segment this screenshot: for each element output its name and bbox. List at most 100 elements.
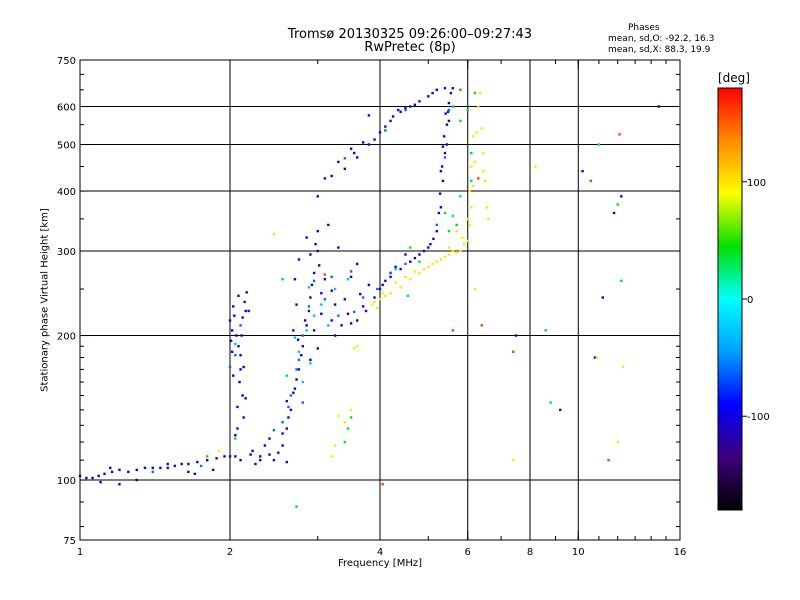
data-point (205, 455, 209, 458)
data-point (404, 253, 407, 256)
data-point (470, 179, 473, 183)
data-point (297, 358, 301, 362)
data-point (312, 329, 316, 332)
x-tick-label: 2 (227, 547, 233, 558)
data-point (422, 267, 426, 271)
data-point (378, 131, 382, 134)
y-tick-label: 500 (57, 141, 76, 152)
data-point (435, 260, 438, 263)
data-point (245, 291, 248, 294)
data-point (234, 353, 237, 357)
data-point (230, 329, 234, 332)
data-point (413, 270, 417, 273)
data-point (337, 414, 340, 418)
data-point (228, 455, 232, 458)
data-point (301, 380, 305, 384)
data-point (333, 287, 337, 291)
data-point (317, 264, 321, 267)
data-point (418, 271, 421, 275)
data-point (597, 143, 601, 146)
data-point (473, 160, 477, 164)
data-point (455, 229, 458, 233)
data-point (316, 229, 319, 233)
data-point (358, 292, 362, 296)
data-point (477, 177, 480, 180)
data-point (468, 223, 471, 227)
data-point (451, 249, 455, 253)
data-point (389, 271, 392, 275)
data-point (459, 88, 462, 92)
data-point (323, 298, 327, 301)
data-point (180, 462, 183, 466)
data-point (471, 184, 475, 188)
data-point (330, 275, 333, 279)
data-point (409, 105, 412, 108)
data-point (601, 296, 605, 299)
data-point (404, 108, 407, 112)
data-point (316, 347, 319, 350)
data-point (151, 466, 155, 470)
data-point (305, 329, 308, 332)
data-point (234, 433, 237, 437)
data-point (235, 334, 238, 337)
data-point (389, 275, 392, 279)
data-point (480, 324, 483, 327)
data-point (173, 464, 177, 468)
data-point (618, 133, 621, 136)
data-point (389, 292, 392, 295)
data-point (296, 338, 300, 341)
data-point (343, 157, 347, 160)
data-point (234, 455, 237, 458)
data-point (337, 314, 340, 317)
colorbar (717, 87, 743, 511)
data-point (422, 249, 426, 253)
data-point (471, 135, 475, 138)
data-point (285, 399, 288, 403)
data-point (281, 444, 284, 447)
data-point (109, 466, 112, 470)
data-point (243, 300, 246, 304)
data-point (442, 135, 446, 138)
data-point (346, 278, 350, 281)
data-point (482, 169, 485, 173)
data-point (309, 362, 312, 365)
data-point (285, 460, 288, 464)
data-point (376, 287, 379, 291)
data-point (232, 305, 235, 308)
data-point (389, 119, 392, 123)
data-point (581, 169, 584, 173)
data-point (228, 365, 232, 369)
data-point (361, 141, 365, 144)
data-point (346, 312, 350, 315)
data-point (234, 437, 237, 440)
data-point (470, 151, 473, 155)
data-point (232, 374, 235, 377)
data-point (211, 468, 215, 472)
data-point (427, 265, 430, 269)
data-point (447, 101, 451, 105)
data-point (487, 217, 490, 221)
data-point (418, 100, 421, 103)
data-point (99, 480, 102, 484)
data-point (404, 262, 407, 266)
data-point (459, 195, 462, 198)
data-point (305, 324, 308, 327)
data-point (406, 294, 410, 297)
data-point (399, 267, 402, 271)
data-point (435, 223, 438, 227)
data-point (187, 470, 190, 474)
data-point (143, 466, 147, 470)
data-point (441, 145, 445, 148)
y-tick-label: 100 (57, 476, 76, 487)
data-point (381, 483, 384, 486)
data-point (309, 358, 312, 362)
data-point (238, 380, 241, 384)
data-point (443, 87, 447, 90)
data-point (409, 278, 412, 281)
data-point (418, 253, 421, 256)
data-point (316, 195, 319, 198)
data-point (330, 455, 333, 458)
data-point (483, 179, 487, 183)
data-point (293, 278, 297, 281)
data-point (621, 365, 625, 369)
